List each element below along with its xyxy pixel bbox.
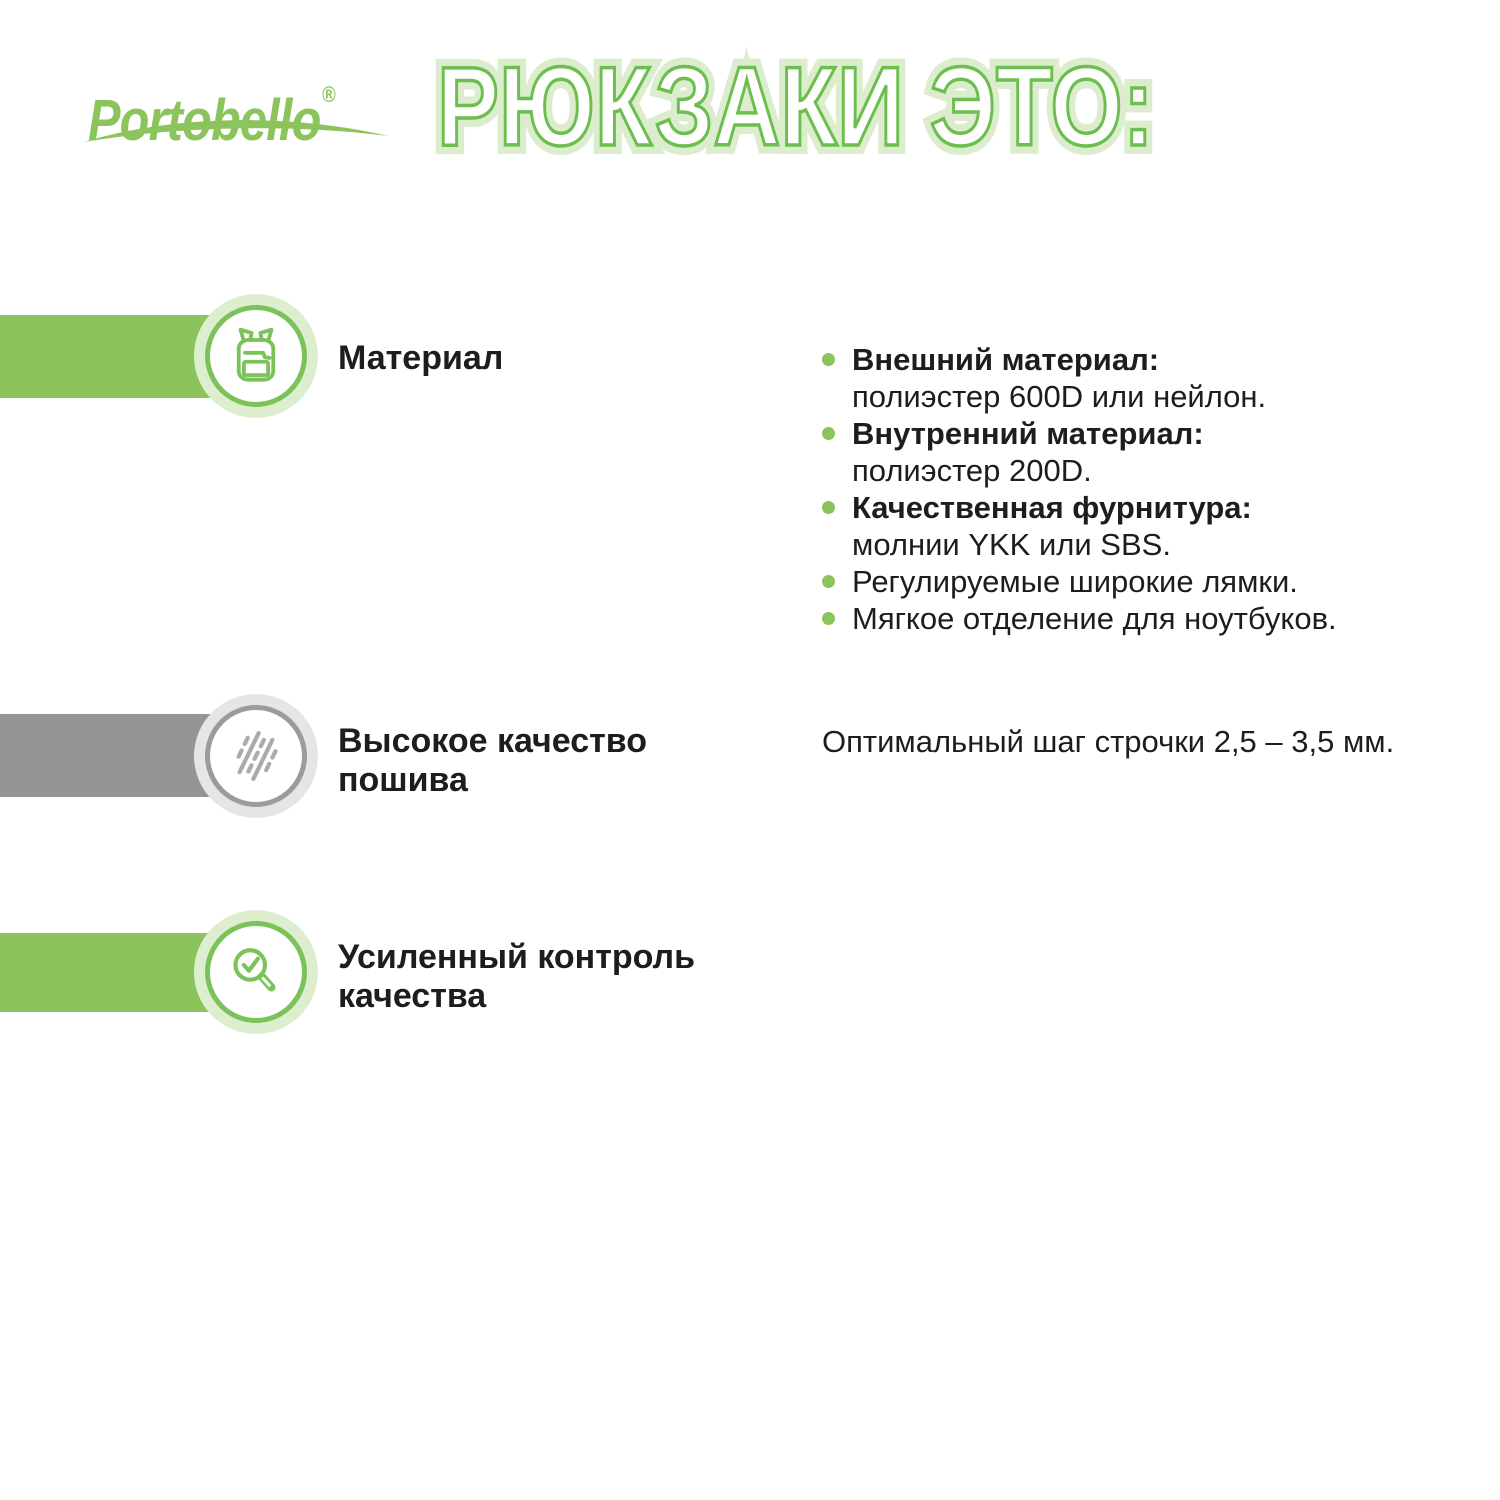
bullet-text: полиэстер 200D. [852,453,1092,488]
logo-swoosh-underline [84,120,388,142]
bullet-text: Регулируемые широкие лямки. [852,564,1298,599]
bullet-dot [822,575,835,588]
bullet-item: Качественная фурнитура: молнии YKK или S… [818,489,1458,563]
bullet-dot [822,501,835,514]
registered-trademark: ® [322,82,336,107]
bullet-item: Мягкое отделение для ноутбуков. [818,600,1458,637]
bullet-dot [822,612,835,625]
magnifier-check-icon [233,948,276,992]
page-title-outline: РЮКЗАКИ ЭТО: [436,44,1156,169]
portobello-logo: Portobello® [88,66,336,150]
section-title-sewing: Высокое качество пошива [338,722,648,799]
section-title-quality-control: Усиленный контроль качества [338,938,696,1015]
material-icon-badge [194,294,318,418]
quality-control-icon-badge [194,910,318,1034]
bullet-text: Мягкое отделение для ноутбуков. [852,601,1337,636]
stitching-icon [234,730,278,782]
bullet-bold-text: Качественная фурнитура: [852,490,1252,525]
bullet-bold-text: Внутренний материал: [852,416,1204,451]
bullet-text: молнии YKK или SBS. [852,527,1171,562]
bullet-item: Внешний материал: полиэстер 600D или ней… [818,341,1458,415]
material-bullet-list: Внешний материал: полиэстер 600D или ней… [818,341,1458,637]
logo-text: Portobello [88,88,321,153]
bullet-dot [822,353,835,366]
bullet-text: полиэстер 600D или нейлон. [852,379,1267,414]
bullet-dot [822,427,835,440]
page-title-halo: РЮКЗАКИ ЭТО: [430,42,1162,172]
bullet-bold-text: Внешний материал: [852,342,1160,377]
bullet-item: Внутренний материал: полиэстер 200D. [818,415,1458,489]
backpack-icon [236,327,276,382]
bullet-item: Регулируемые широкие лямки. [818,563,1458,600]
sewing-icon-badge [194,694,318,818]
section-title-material: Материал [338,339,504,377]
sewing-note: Оптимальный шаг строчки 2,5 – 3,5 мм. [822,724,1395,759]
